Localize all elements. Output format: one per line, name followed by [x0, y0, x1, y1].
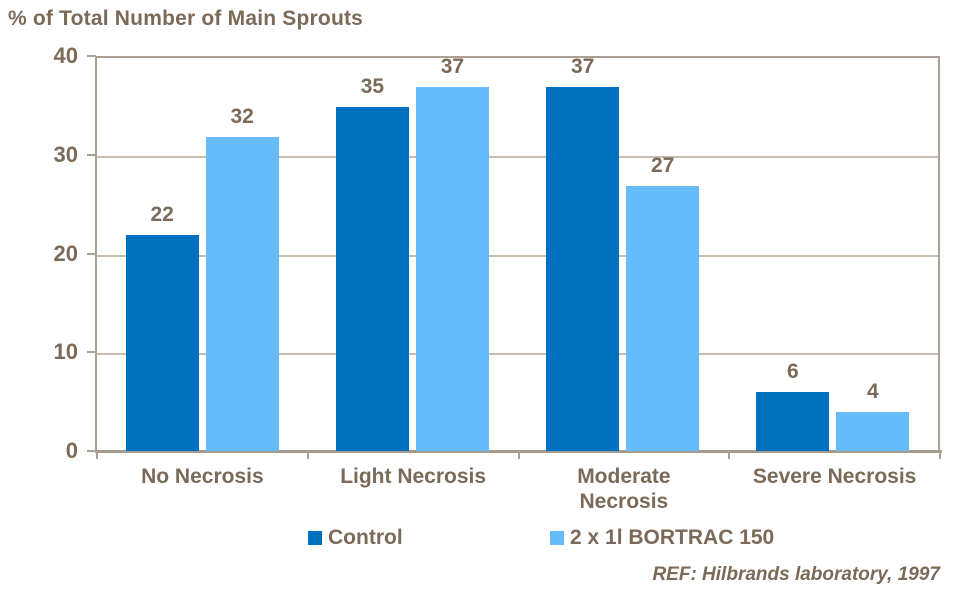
legend-label: Control — [328, 526, 403, 549]
reference-note: REF: Hilbrands laboratory, 1997 — [652, 564, 940, 585]
bar-group-3: 37 27 — [518, 55, 728, 451]
y-tick-mark — [87, 55, 96, 57]
gridline-10 — [97, 352, 938, 355]
bar-2-x-1l-bortrac-150: 32 — [205, 105, 279, 451]
y-tick-label-30: 30 — [53, 141, 78, 167]
y-tick-mark — [87, 252, 96, 255]
y-tick-mark — [87, 153, 96, 156]
x-tick-mark — [306, 451, 309, 459]
category-label-2: Light Necrosis — [340, 465, 487, 488]
plot-area: 22 32 35 37 37 27 6 4 — [97, 55, 940, 451]
category-label-3: Moderate Necrosis — [577, 465, 671, 513]
category-label-4: Severe Necrosis — [752, 465, 917, 488]
bar-control: 22 — [125, 203, 199, 451]
x-tick-mark — [96, 451, 98, 459]
bar-2-x-1l-bortrac-150: 27 — [626, 154, 700, 451]
legend-label: 2 x 1l BORTRAC 150 — [570, 526, 775, 549]
legend-swatch-icon — [308, 531, 322, 545]
x-tick-mark — [728, 451, 731, 459]
bar-value-label: 4 — [867, 379, 879, 403]
y-tick-label-40: 40 — [53, 43, 78, 68]
bar-value-label: 6 — [787, 360, 799, 384]
bar-control: 6 — [756, 360, 830, 451]
x-tick-mark — [939, 451, 941, 459]
bar-value-label: 27 — [650, 153, 675, 177]
y-tick-label-10: 10 — [53, 339, 78, 365]
legend-entry-2: 2 x 1l BORTRAC 150 — [550, 526, 775, 549]
bar-value-label: 37 — [440, 55, 465, 79]
bar-value-label: 37 — [570, 55, 595, 79]
gridline-30 — [97, 156, 938, 159]
category-label-1: No Necrosis — [141, 465, 264, 488]
y-tick-label-0: 0 — [65, 438, 78, 463]
y-tick-label-20: 20 — [53, 240, 78, 266]
bar-2-x-1l-bortrac-150: 4 — [836, 380, 910, 451]
legend-swatch-icon — [550, 531, 564, 545]
bar-control: 35 — [335, 75, 409, 451]
legend-entry-1: Control — [308, 526, 403, 549]
chart-title: % of Total Number of Main Sprouts — [8, 7, 364, 30]
y-axis-line — [95, 56, 97, 451]
bar-control: 37 — [546, 55, 620, 451]
y-tick-mark — [87, 351, 96, 354]
bar-value-label: 22 — [150, 202, 174, 226]
bar-group-2: 35 37 — [307, 55, 517, 451]
bar-group-1: 22 32 — [97, 58, 307, 451]
bar-2-x-1l-bortrac-150: 37 — [415, 55, 489, 451]
y-tick-mark — [87, 450, 96, 452]
bar-value-label: 32 — [230, 104, 254, 128]
gridline-20 — [97, 254, 938, 257]
x-tick-mark — [517, 451, 520, 459]
category-labels: No Necrosis Light Necrosis Moderate Necros… — [97, 464, 940, 514]
bar-value-label: 35 — [360, 75, 385, 99]
